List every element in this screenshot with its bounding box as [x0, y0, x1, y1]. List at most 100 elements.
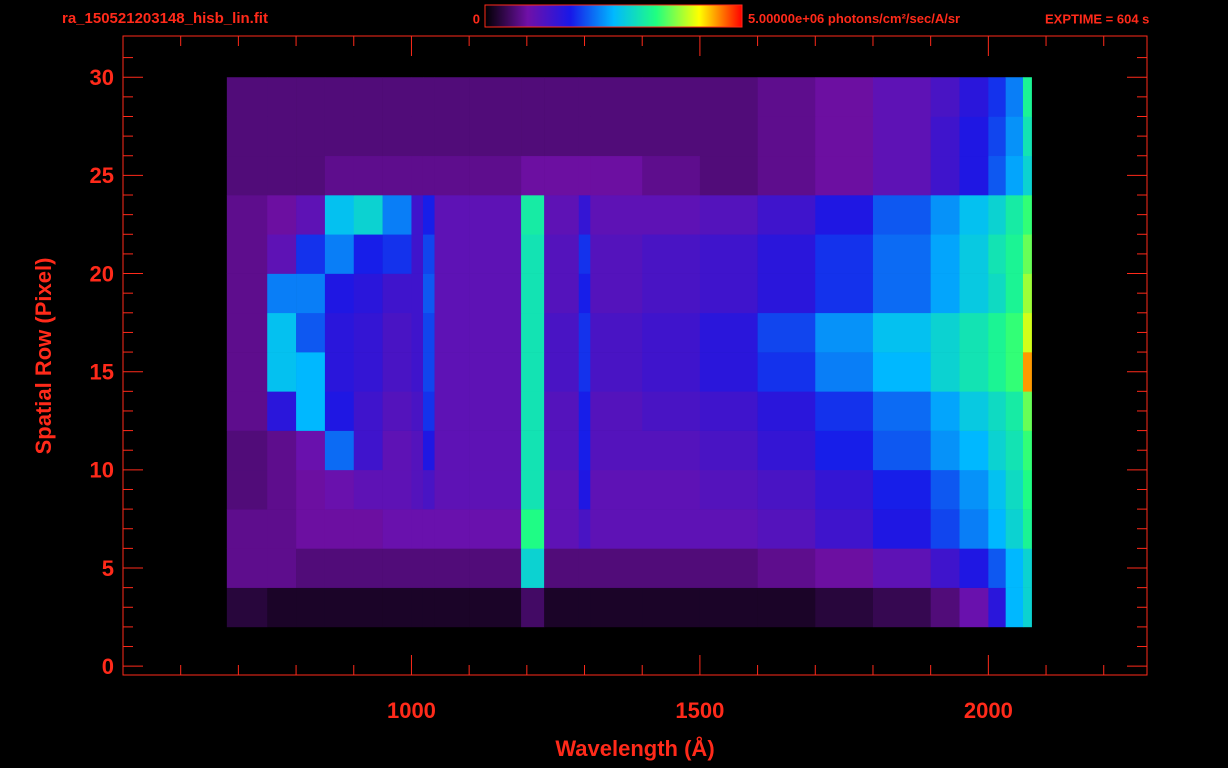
heatmap-cell: [578, 548, 591, 588]
heatmap-cell: [872, 312, 931, 353]
heatmap-cell: [469, 352, 522, 392]
heatmap-cell: [411, 273, 424, 314]
heatmap-cell: [469, 273, 522, 314]
heatmap-cell: [642, 391, 701, 431]
heatmap-cell: [1005, 391, 1024, 431]
heatmap-cell: [226, 312, 268, 353]
heatmap-cell: [642, 430, 701, 471]
heatmap-cell: [1005, 273, 1024, 314]
heatmap-cell: [382, 587, 412, 628]
heatmap-cell: [469, 469, 522, 510]
heatmap-cell: [959, 312, 989, 353]
heatmap-cell: [296, 352, 326, 392]
heatmap-cell: [815, 234, 874, 274]
y-tick-label: 20: [90, 261, 114, 286]
heatmap-cell: [642, 77, 701, 117]
heatmap-cell: [578, 469, 591, 510]
heatmap-cell: [434, 509, 470, 549]
colorbar-min-label: 0: [473, 11, 480, 26]
heatmap-cell: [411, 77, 424, 117]
heatmap-cell: [324, 312, 355, 353]
heatmap-cell: [815, 587, 874, 628]
heatmap-cell: [422, 116, 435, 157]
heatmap-cell: [815, 195, 874, 235]
y-tick-label: 0: [102, 654, 114, 679]
y-axis-label: Spatial Row (Pixel): [31, 258, 56, 455]
heatmap-cell: [469, 587, 522, 628]
heatmap-cell: [959, 587, 989, 628]
heatmap-cell: [578, 587, 591, 628]
heatmap-cell: [353, 469, 383, 510]
heatmap-cell: [1005, 469, 1024, 510]
heatmap-cell: [757, 587, 816, 628]
heatmap-cell: [1022, 155, 1032, 196]
heatmap-cell: [544, 469, 580, 510]
heatmap-cell: [469, 77, 522, 117]
heatmap-cell: [434, 195, 470, 235]
heatmap-cell: [469, 195, 522, 235]
heatmap-cell: [296, 430, 326, 471]
heatmap-cell: [578, 352, 591, 392]
ticks: 1000 1500 2000 0 5 10 15 20 25 30: [90, 36, 1147, 723]
colorbar-unit: photons/cm²/sec/A/sr: [828, 11, 960, 26]
heatmap-cell: [296, 155, 326, 196]
heatmap-cell: [1005, 77, 1024, 117]
colorbar-max-value: 5.00000e+06: [748, 11, 824, 26]
heatmap-cell: [267, 234, 297, 274]
heatmap-cell: [521, 155, 545, 196]
heatmap-cell: [422, 548, 435, 588]
heatmap-cell: [1022, 352, 1032, 392]
heatmap-cell: [353, 234, 383, 274]
heatmap-cell: [642, 234, 701, 274]
x-tick-label: 2000: [964, 698, 1013, 723]
heatmap-cell: [1005, 195, 1024, 235]
heatmap-cell: [1022, 234, 1032, 274]
heatmap-cell: [815, 273, 874, 314]
heatmap-cell: [521, 77, 545, 117]
heatmap-cell: [353, 273, 383, 314]
heatmap-cell: [642, 548, 701, 588]
heatmap-cell: [382, 312, 412, 353]
heatmap-cell: [469, 430, 522, 471]
heatmap-cell: [1022, 195, 1032, 235]
heatmap-cell: [324, 352, 355, 392]
heatmap-cell: [988, 77, 1006, 117]
heatmap-cell: [434, 312, 470, 353]
x-tick-label: 1500: [675, 698, 724, 723]
heatmap-cell: [815, 391, 874, 431]
heatmap-cell: [353, 77, 383, 117]
heatmap-cell: [1005, 587, 1024, 628]
heatmap-cell: [469, 312, 522, 353]
x-axis-label: Wavelength (Å): [555, 735, 714, 761]
heatmap-cell: [521, 391, 545, 431]
heatmap-cell: [872, 273, 931, 314]
heatmap-cell: [642, 509, 701, 549]
y-tick-label: 15: [90, 360, 114, 385]
heatmap-cell: [422, 273, 435, 314]
heatmap-cell: [324, 391, 355, 431]
heatmap-cell: [434, 273, 470, 314]
heatmap-cell: [521, 548, 545, 588]
heatmap-cell: [411, 548, 424, 588]
heatmap-cell: [324, 155, 355, 196]
heatmap-cell: [296, 548, 326, 588]
heatmap-cell: [699, 430, 758, 471]
heatmap-cell: [434, 116, 470, 157]
heatmap-cell: [699, 509, 758, 549]
heatmap-cell: [226, 77, 268, 117]
heatmap-cell: [324, 430, 355, 471]
heatmap-cell: [411, 509, 424, 549]
heatmap-cell: [296, 587, 326, 628]
heatmap-cell: [296, 312, 326, 353]
heatmap-cell: [353, 312, 383, 353]
heatmap-cell: [590, 587, 643, 628]
heatmap-cell: [226, 352, 268, 392]
heatmap-cell: [226, 587, 268, 628]
heatmap-cell: [959, 273, 989, 314]
heatmap-cell: [267, 195, 297, 235]
heatmap-cell: [815, 312, 874, 353]
heatmap-cell: [757, 469, 816, 510]
heatmap-cell: [422, 195, 435, 235]
chart-title: ra_150521203148_hisb_lin.fit: [62, 10, 268, 27]
